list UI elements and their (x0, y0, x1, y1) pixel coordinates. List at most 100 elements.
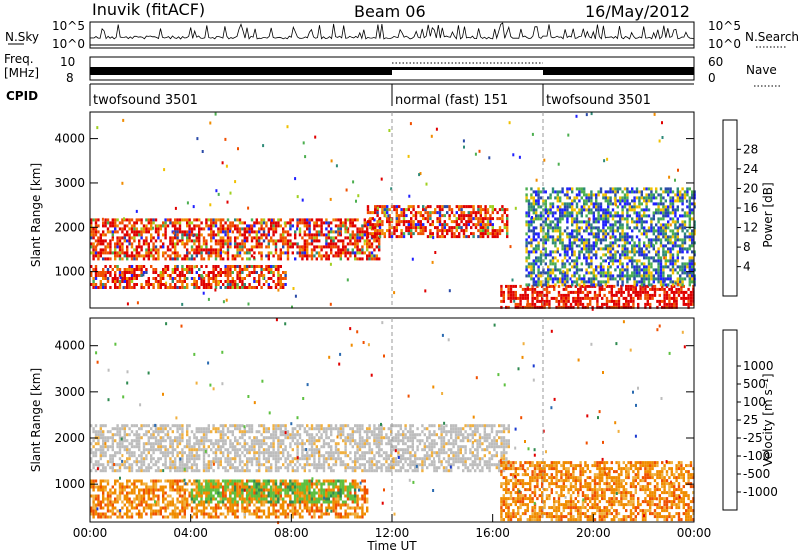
heatmap-cell (195, 463, 198, 467)
heatmap-cell (623, 235, 627, 239)
heatmap-cell (315, 439, 318, 443)
heatmap-cell (99, 254, 102, 258)
heatmap-cell (92, 286, 95, 289)
heatmap-cell (265, 245, 268, 249)
heatmap-cell (566, 247, 569, 251)
heatmap-cell (90, 442, 93, 446)
heatmap-cell (116, 245, 119, 249)
heatmap-cell (412, 226, 415, 230)
heatmap-cell (231, 265, 234, 268)
heatmap-cell (592, 253, 595, 257)
heatmap-cell (638, 250, 641, 254)
heatmap-cell (535, 202, 538, 206)
heatmap-cell (262, 230, 266, 234)
heatmap-cell (94, 433, 98, 437)
heatmap-cell (327, 254, 330, 258)
heatmap-cell (609, 211, 612, 215)
heatmap-cell (607, 277, 610, 281)
heatmap-cell (346, 230, 350, 234)
heatmap-cell (138, 427, 141, 431)
heatmap-cell (198, 268, 201, 271)
heatmap-cell (126, 257, 129, 261)
heatmap-cell (222, 445, 225, 449)
heatmap-cell (652, 259, 655, 263)
heatmap-cell (578, 238, 581, 242)
heatmap-cell (363, 230, 366, 234)
heatmap-cell (686, 211, 689, 215)
heatmap-cell (587, 244, 591, 248)
heatmap-cell (99, 286, 102, 289)
heatmap-cell (511, 278, 514, 282)
heatmap-cell (572, 299, 575, 303)
heatmap-cell (650, 271, 653, 275)
heatmap-cell (238, 430, 242, 434)
heatmap-cell (186, 283, 189, 286)
heatmap-cell (657, 220, 660, 224)
heatmap-cell (643, 241, 646, 245)
heatmap-cell (262, 430, 266, 434)
heatmap-cell (195, 271, 198, 274)
heatmap-cell (198, 445, 201, 449)
heatmap-cell (135, 209, 138, 213)
heatmap-cell (284, 433, 287, 437)
heatmap-cell (224, 271, 227, 274)
heatmap-cell (573, 217, 576, 221)
heatmap-cell (140, 227, 143, 231)
heatmap-cell (176, 268, 179, 271)
heatmap-cell (274, 463, 278, 467)
heatmap-cell (102, 442, 105, 446)
heatmap-cell (313, 233, 316, 237)
heatmap-cell (609, 274, 612, 278)
heatmap-cell (243, 233, 246, 237)
heatmap-cell (121, 463, 124, 467)
heatmap-cell (214, 448, 218, 452)
heatmap-cell (169, 286, 172, 289)
heatmap-cell (224, 137, 227, 141)
heatmap-cell (653, 290, 657, 294)
heatmap-cell (652, 256, 655, 260)
heatmap-cell (164, 433, 167, 437)
heatmap-cell (190, 245, 194, 249)
heatmap-cell (222, 236, 225, 240)
heatmap-cell (578, 232, 581, 236)
heatmap-cell (623, 202, 627, 206)
heatmap-cell (366, 232, 370, 236)
heatmap-cell (626, 202, 629, 206)
heatmap-cell (133, 433, 136, 437)
heatmap-cell (667, 223, 670, 227)
heatmap-cell (145, 457, 148, 461)
heatmap-cell (611, 226, 615, 230)
heatmap-cell (545, 296, 549, 300)
heatmap-cell (509, 290, 513, 294)
heatmap-cell (188, 466, 191, 470)
heatmap-cell (289, 242, 292, 246)
heatmap-cell (224, 242, 227, 246)
heatmap-cell (573, 265, 576, 269)
heatmap-cell (207, 297, 210, 301)
heatmap-cell (563, 247, 567, 251)
heatmap-cell (430, 134, 433, 138)
heatmap-cell (241, 248, 244, 252)
heatmap-cell (688, 271, 691, 275)
heatmap-cell (681, 247, 684, 251)
heatmap-cell (681, 220, 684, 224)
heatmap-cell (586, 302, 589, 306)
heatmap-cell (171, 445, 174, 449)
heatmap-cell (150, 233, 153, 237)
heatmap-cell (198, 274, 201, 277)
heatmap-cell (503, 211, 506, 215)
heatmap-cell (554, 229, 557, 233)
heatmap-cell (369, 217, 372, 221)
heatmap-cell (585, 202, 588, 206)
heatmap-cell (417, 211, 420, 215)
heatmap-cell (587, 250, 591, 254)
heatmap-cell (171, 224, 174, 228)
heatmap-cell (580, 247, 583, 251)
heatmap-cell (159, 227, 162, 231)
heatmap-cell (691, 238, 694, 242)
heatmap-cell (296, 445, 299, 449)
heatmap-cell (388, 229, 391, 233)
heatmap-cell (219, 245, 222, 249)
heatmap-cell (214, 430, 218, 434)
heatmap-cell (337, 227, 340, 231)
